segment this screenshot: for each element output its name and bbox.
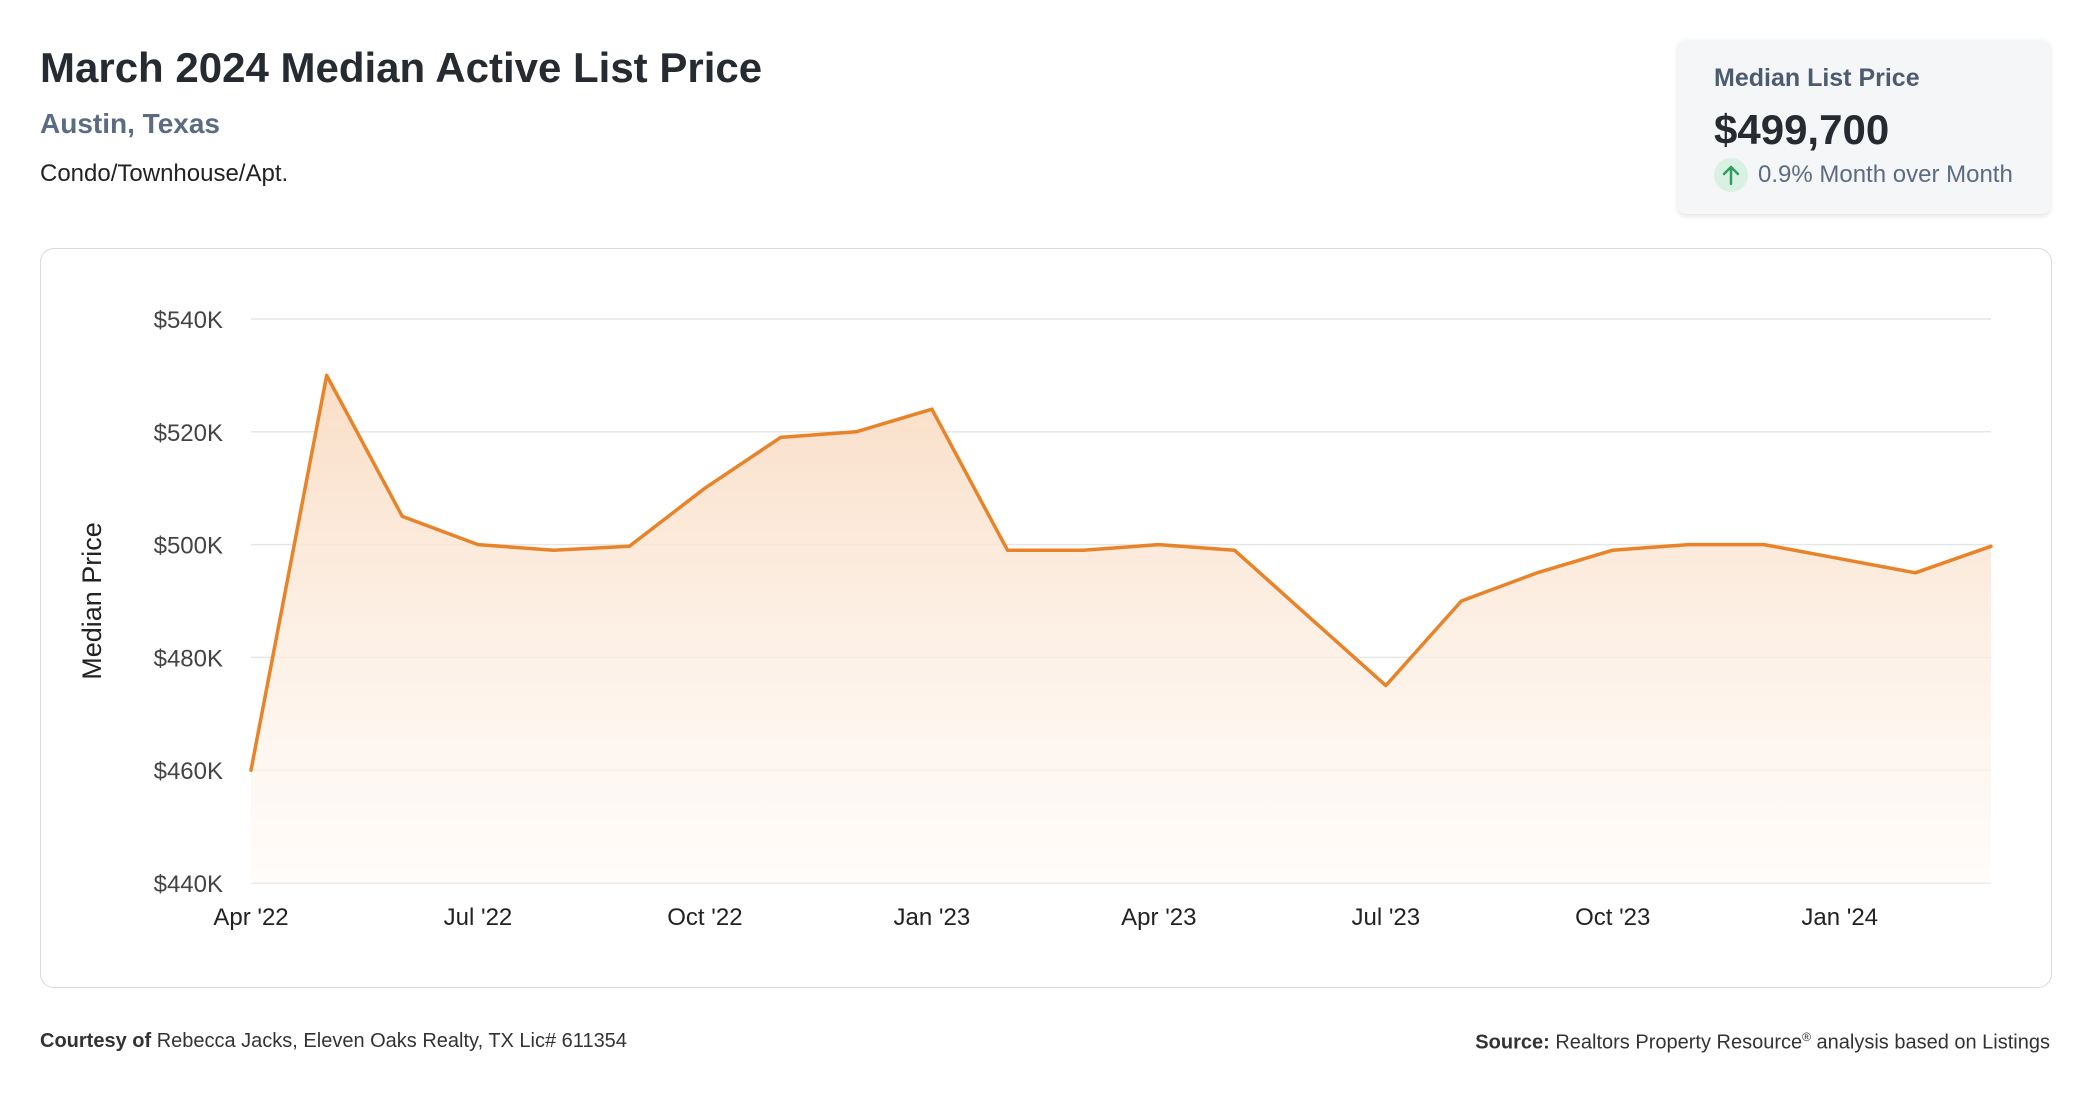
courtesy-text: Rebecca Jacks, Eleven Oaks Realty, TX Li… [156,1030,627,1052]
x-tick-label: Apr '22 [213,904,288,931]
property-type-label: Condo/Townhouse/Apt. [40,160,289,187]
data-point[interactable]: Jan '23 [926,403,938,415]
data-point[interactable]: Aug '23 [1455,595,1467,607]
data-point[interactable]: Apr '22 [245,764,257,776]
y-tick-label: $520K [154,420,223,447]
data-point[interactable]: Jul '22 [472,539,484,551]
source-text-post: analysis based on Listings [1816,1031,2050,1054]
y-tick-label: $500K [154,533,223,560]
data-point[interactable]: Jul '23 [1380,680,1392,692]
registered-mark: ® [1802,1030,1811,1044]
area-series [251,375,1991,883]
median-list-price-card: Median List Price $499,700 0.9% Month ov… [1678,40,2050,214]
data-point[interactable]: Oct '23 [1607,544,1619,556]
series-line [249,373,1993,772]
x-tick-label: Jan '23 [894,904,971,931]
y-tick-label: $440K [154,871,223,898]
y-axis-title: Median Price [77,522,107,680]
data-point[interactable]: Mar '23 [1077,544,1089,556]
x-axis: Apr '22 Jul '22 Oct '22 Jan '23 Apr '23 Jul '… [213,904,1878,931]
page-title: March 2024 Median Active List Price [40,44,763,91]
kpi-change-text: 0.9% Month over Month [1758,161,2013,188]
median-price-chart: $440K $460K $480K $500K $520K $540K Apr '22 Ju… [77,307,1997,931]
x-tick-label: Jan '24 [1801,904,1878,931]
source-label: Source: [1475,1031,1550,1054]
kpi-label: Median List Price [1714,64,1920,92]
source-note: Source: Realtors Property Resource® anal… [1475,1030,2050,1055]
data-point[interactable]: Oct '22 [699,482,711,494]
data-point[interactable]: Jan '24 [1834,553,1846,565]
x-tick-label: Jul '22 [444,904,513,931]
x-tick-label: Oct '23 [1575,904,1650,931]
y-axis: $440K $460K $480K $500K $520K $540K [154,307,223,898]
location-subtitle: Austin, Texas [40,108,220,139]
data-point[interactable]: Jun '22 [396,510,408,522]
courtesy-note: Courtesy of Rebecca Jacks, Eleven Oaks R… [40,1030,627,1053]
y-tick-label: $480K [154,645,223,672]
x-tick-label: Apr '23 [1121,904,1196,931]
data-point[interactable]: Dec '23 [1758,539,1770,551]
x-tick-label: Oct '22 [667,904,742,931]
line-series: Apr '22 May '22 Jun '22 Jul '22 Aug '22 Sep '… [245,369,1997,776]
data-point[interactable]: Feb '24 [1909,567,1921,579]
data-point[interactable]: Apr '23 [1153,539,1165,551]
data-point[interactable]: Nov '22 [775,431,787,443]
kpi-change: 0.9% Month over Month [1714,158,2013,192]
arrow-up-icon [1714,158,1748,192]
data-point[interactable]: Sep '23 [1531,567,1543,579]
area-fill [251,375,1991,883]
data-point[interactable]: Feb '23 [1002,544,1014,556]
data-point[interactable]: Sep '22 [623,540,635,552]
y-tick-label: $460K [154,758,223,785]
data-point[interactable]: Aug '22 [548,544,560,556]
courtesy-label: Courtesy of [40,1030,152,1052]
source-text-pre: Realtors Property Resource [1555,1031,1803,1054]
data-point[interactable]: Jun '23 [1304,612,1316,624]
data-point[interactable]: Nov '23 [1682,539,1694,551]
y-tick-label: $540K [154,307,223,334]
data-point[interactable]: May '22 [321,369,333,381]
data-point[interactable]: Dec '22 [850,426,862,438]
x-tick-label: Jul '23 [1351,904,1420,931]
data-point[interactable]: May '23 [1228,544,1240,556]
kpi-value: $499,700 [1714,106,1890,153]
chart-card: $440K $460K $480K $500K $520K $540K Apr '22 Ju… [40,248,2052,988]
data-point[interactable]: Mar '24 [1985,540,1997,552]
